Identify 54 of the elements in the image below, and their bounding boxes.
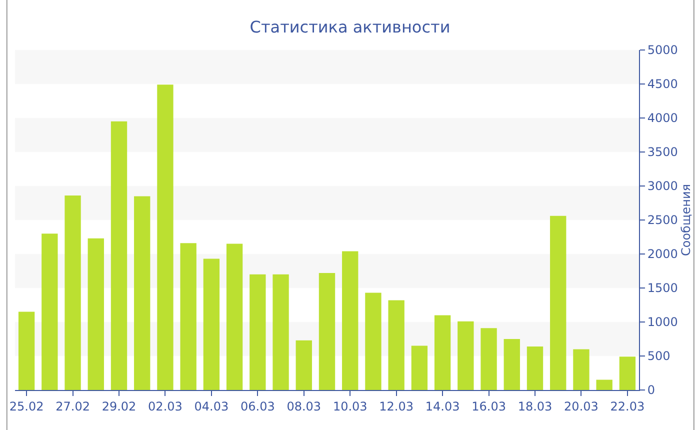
bar [365, 292, 382, 390]
bar [526, 346, 544, 390]
bar [157, 84, 174, 390]
bar [434, 315, 451, 390]
y-tick-label: 3500 [647, 145, 678, 160]
bar [458, 321, 474, 390]
x-tick-label: 27.02 [56, 399, 90, 414]
x-tick-label: 14.03 [425, 399, 460, 414]
chart-title: Статистика активности [250, 18, 450, 37]
bar [42, 234, 58, 390]
bar [226, 244, 243, 390]
x-tick-label: 08.03 [286, 399, 322, 414]
x-tick-label: 16.03 [472, 399, 506, 414]
bar [110, 121, 128, 390]
y-tick-label: 2000 [647, 247, 678, 262]
bar [203, 258, 220, 390]
bar [480, 328, 497, 390]
bar [272, 274, 289, 390]
bar [388, 300, 404, 390]
bar [619, 356, 636, 390]
bar [180, 243, 196, 390]
x-tick-label: 18.03 [518, 399, 552, 414]
bar [296, 340, 312, 390]
y-tick-label: 5000 [647, 43, 678, 58]
bar [134, 196, 150, 390]
x-tick-label: 29.02 [102, 399, 136, 414]
x-tick-label: 06.03 [240, 399, 275, 414]
x-tick-label: 20.03 [564, 399, 598, 414]
x-tick-label: 10.03 [332, 399, 368, 414]
bar [596, 380, 612, 390]
x-tick-label: 25.02 [9, 399, 44, 414]
y-tick-label: 1500 [647, 281, 678, 296]
y-tick-label: 0 [647, 383, 656, 398]
y-tick-label: 2500 [647, 213, 678, 228]
y-tick-label: 4000 [647, 111, 678, 126]
y-tick-label: 1000 [647, 315, 678, 330]
y-tick-label: 3000 [647, 179, 678, 194]
y-tick-label: 500 [647, 349, 670, 364]
x-tick-label: 22.03 [610, 399, 645, 414]
bar [550, 216, 566, 390]
y-tick-label: 4500 [647, 77, 678, 92]
bar [504, 339, 520, 390]
x-tick-label: 02.03 [148, 399, 182, 414]
x-tick-label: 04.03 [194, 399, 229, 414]
bar [88, 238, 104, 390]
bar [18, 312, 35, 390]
y-axis-title: Сообщения [678, 184, 693, 256]
x-tick-label: 12.03 [379, 399, 414, 414]
bar [318, 273, 336, 390]
bar [342, 251, 358, 390]
bar [250, 274, 266, 390]
bar [64, 196, 81, 390]
bar [411, 346, 428, 390]
bar [573, 349, 590, 390]
